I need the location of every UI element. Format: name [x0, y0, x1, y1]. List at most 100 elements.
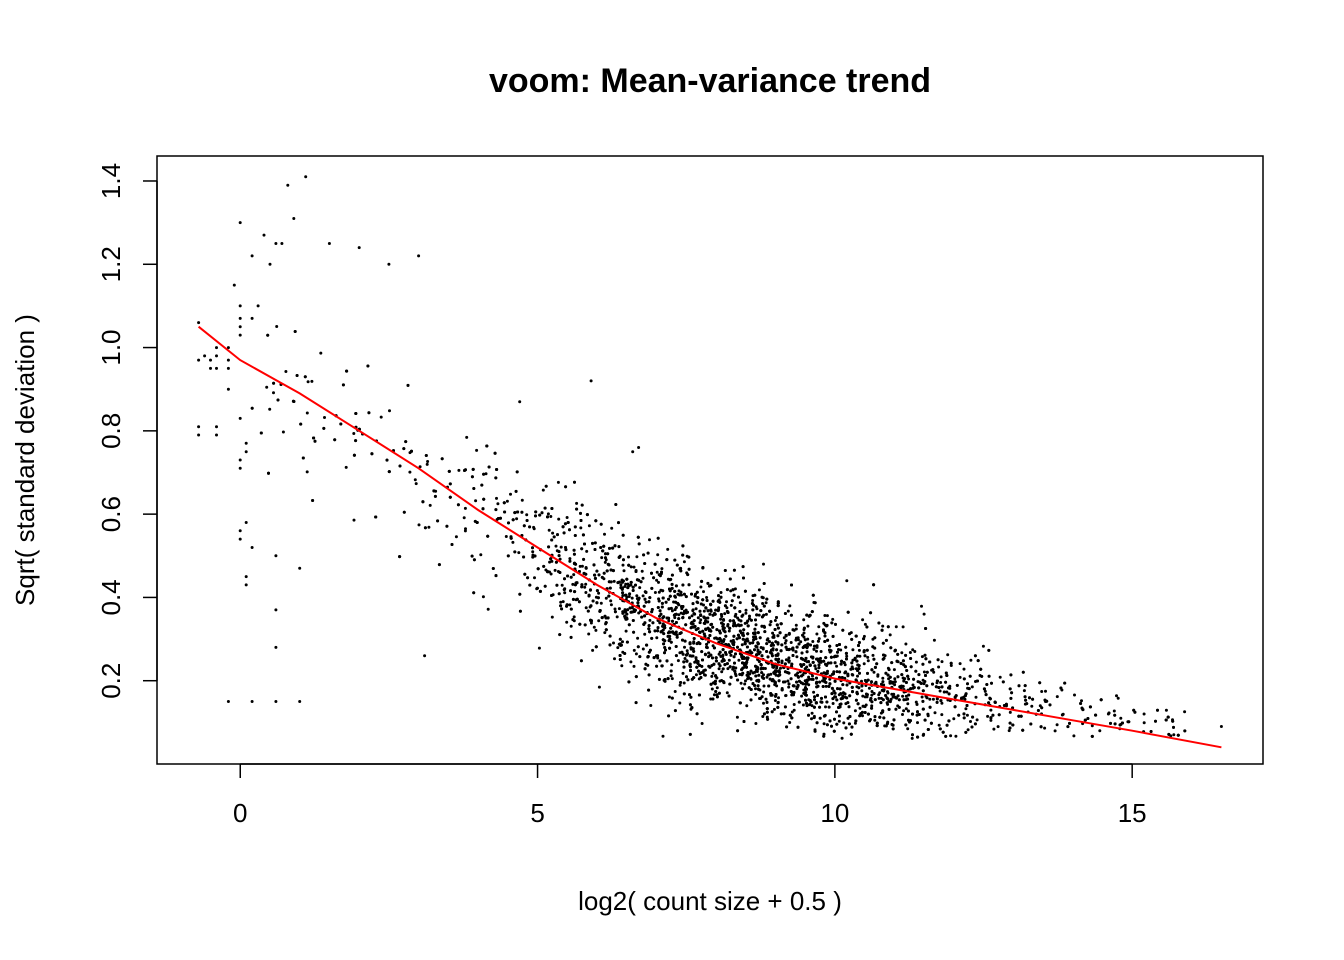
- data-point: [1172, 725, 1175, 729]
- data-point: [1055, 695, 1059, 699]
- data-point: [692, 640, 696, 644]
- data-point: [801, 703, 805, 707]
- data-point: [661, 622, 665, 626]
- data-point: [944, 671, 948, 675]
- data-point: [678, 632, 682, 635]
- data-point: [675, 635, 679, 639]
- data-point: [812, 644, 816, 648]
- data-point: [747, 676, 750, 679]
- data-point: [970, 685, 974, 689]
- data-point: [681, 671, 685, 675]
- data-point: [761, 647, 765, 651]
- data-point: [804, 698, 807, 702]
- data-point: [584, 566, 588, 570]
- data-point: [585, 513, 589, 517]
- data-point: [795, 680, 799, 684]
- data-point: [286, 183, 290, 187]
- data-point: [746, 656, 750, 660]
- data-point: [714, 659, 718, 663]
- data-point: [706, 626, 710, 630]
- data-point: [550, 538, 554, 542]
- data-point: [855, 692, 859, 696]
- data-point: [854, 719, 858, 723]
- data-point: [901, 694, 905, 698]
- data-point: [706, 609, 710, 613]
- data-point: [739, 681, 743, 685]
- data-point: [857, 686, 861, 690]
- data-point: [627, 595, 631, 598]
- data-point: [333, 438, 337, 442]
- data-point: [816, 639, 820, 643]
- data-point: [814, 701, 818, 705]
- data-point: [873, 665, 877, 669]
- data-point: [807, 713, 810, 717]
- data-point: [557, 592, 561, 596]
- data-point: [526, 576, 530, 580]
- data-point: [856, 663, 860, 667]
- data-point: [963, 697, 967, 701]
- data-point: [559, 604, 563, 608]
- data-point: [810, 704, 814, 708]
- data-point: [823, 634, 827, 638]
- data-point: [298, 566, 302, 570]
- data-point: [1090, 724, 1094, 728]
- data-point: [888, 633, 892, 637]
- data-point: [682, 665, 686, 669]
- data-point: [669, 577, 673, 581]
- data-point: [757, 687, 760, 691]
- data-point: [618, 637, 622, 641]
- data-point: [880, 682, 883, 686]
- data-point: [822, 628, 825, 632]
- data-point: [1060, 713, 1064, 717]
- data-point: [1001, 680, 1005, 684]
- data-point: [749, 698, 753, 702]
- data-point: [741, 565, 745, 569]
- data-point: [695, 590, 699, 594]
- data-point: [622, 558, 625, 562]
- data-point: [698, 642, 702, 646]
- data-point: [916, 710, 919, 714]
- data-point: [830, 692, 834, 696]
- data-point: [612, 579, 616, 583]
- data-point: [733, 614, 737, 618]
- data-point: [719, 654, 723, 658]
- data-point: [623, 610, 627, 614]
- data-point: [860, 710, 864, 714]
- data-point: [775, 653, 779, 657]
- data-point: [940, 685, 944, 689]
- data-point: [939, 699, 943, 703]
- data-point: [838, 703, 842, 706]
- data-point: [622, 569, 626, 573]
- data-point: [921, 678, 925, 682]
- data-point: [835, 710, 838, 714]
- data-point: [802, 626, 806, 630]
- data-point: [796, 683, 800, 687]
- data-point: [591, 541, 594, 545]
- data-point: [715, 686, 719, 690]
- data-point: [597, 685, 601, 689]
- data-point: [818, 716, 822, 720]
- data-point: [866, 655, 870, 659]
- data-point: [628, 592, 632, 596]
- data-point: [771, 635, 775, 639]
- data-point: [779, 712, 783, 716]
- data-point: [904, 653, 908, 657]
- data-point: [799, 656, 803, 660]
- data-point: [595, 569, 599, 573]
- data-point: [566, 574, 570, 578]
- data-point: [702, 590, 705, 594]
- data-point: [642, 604, 646, 608]
- data-point: [858, 714, 862, 718]
- data-point: [775, 648, 779, 652]
- data-point: [922, 670, 926, 674]
- data-point: [848, 715, 852, 718]
- data-point: [765, 642, 769, 646]
- data-point: [667, 619, 671, 623]
- data-point: [572, 548, 576, 552]
- data-point: [673, 608, 677, 612]
- data-point: [873, 698, 877, 702]
- data-point: [774, 694, 777, 698]
- data-point: [780, 659, 784, 663]
- data-point: [939, 675, 943, 679]
- data-point: [715, 628, 719, 632]
